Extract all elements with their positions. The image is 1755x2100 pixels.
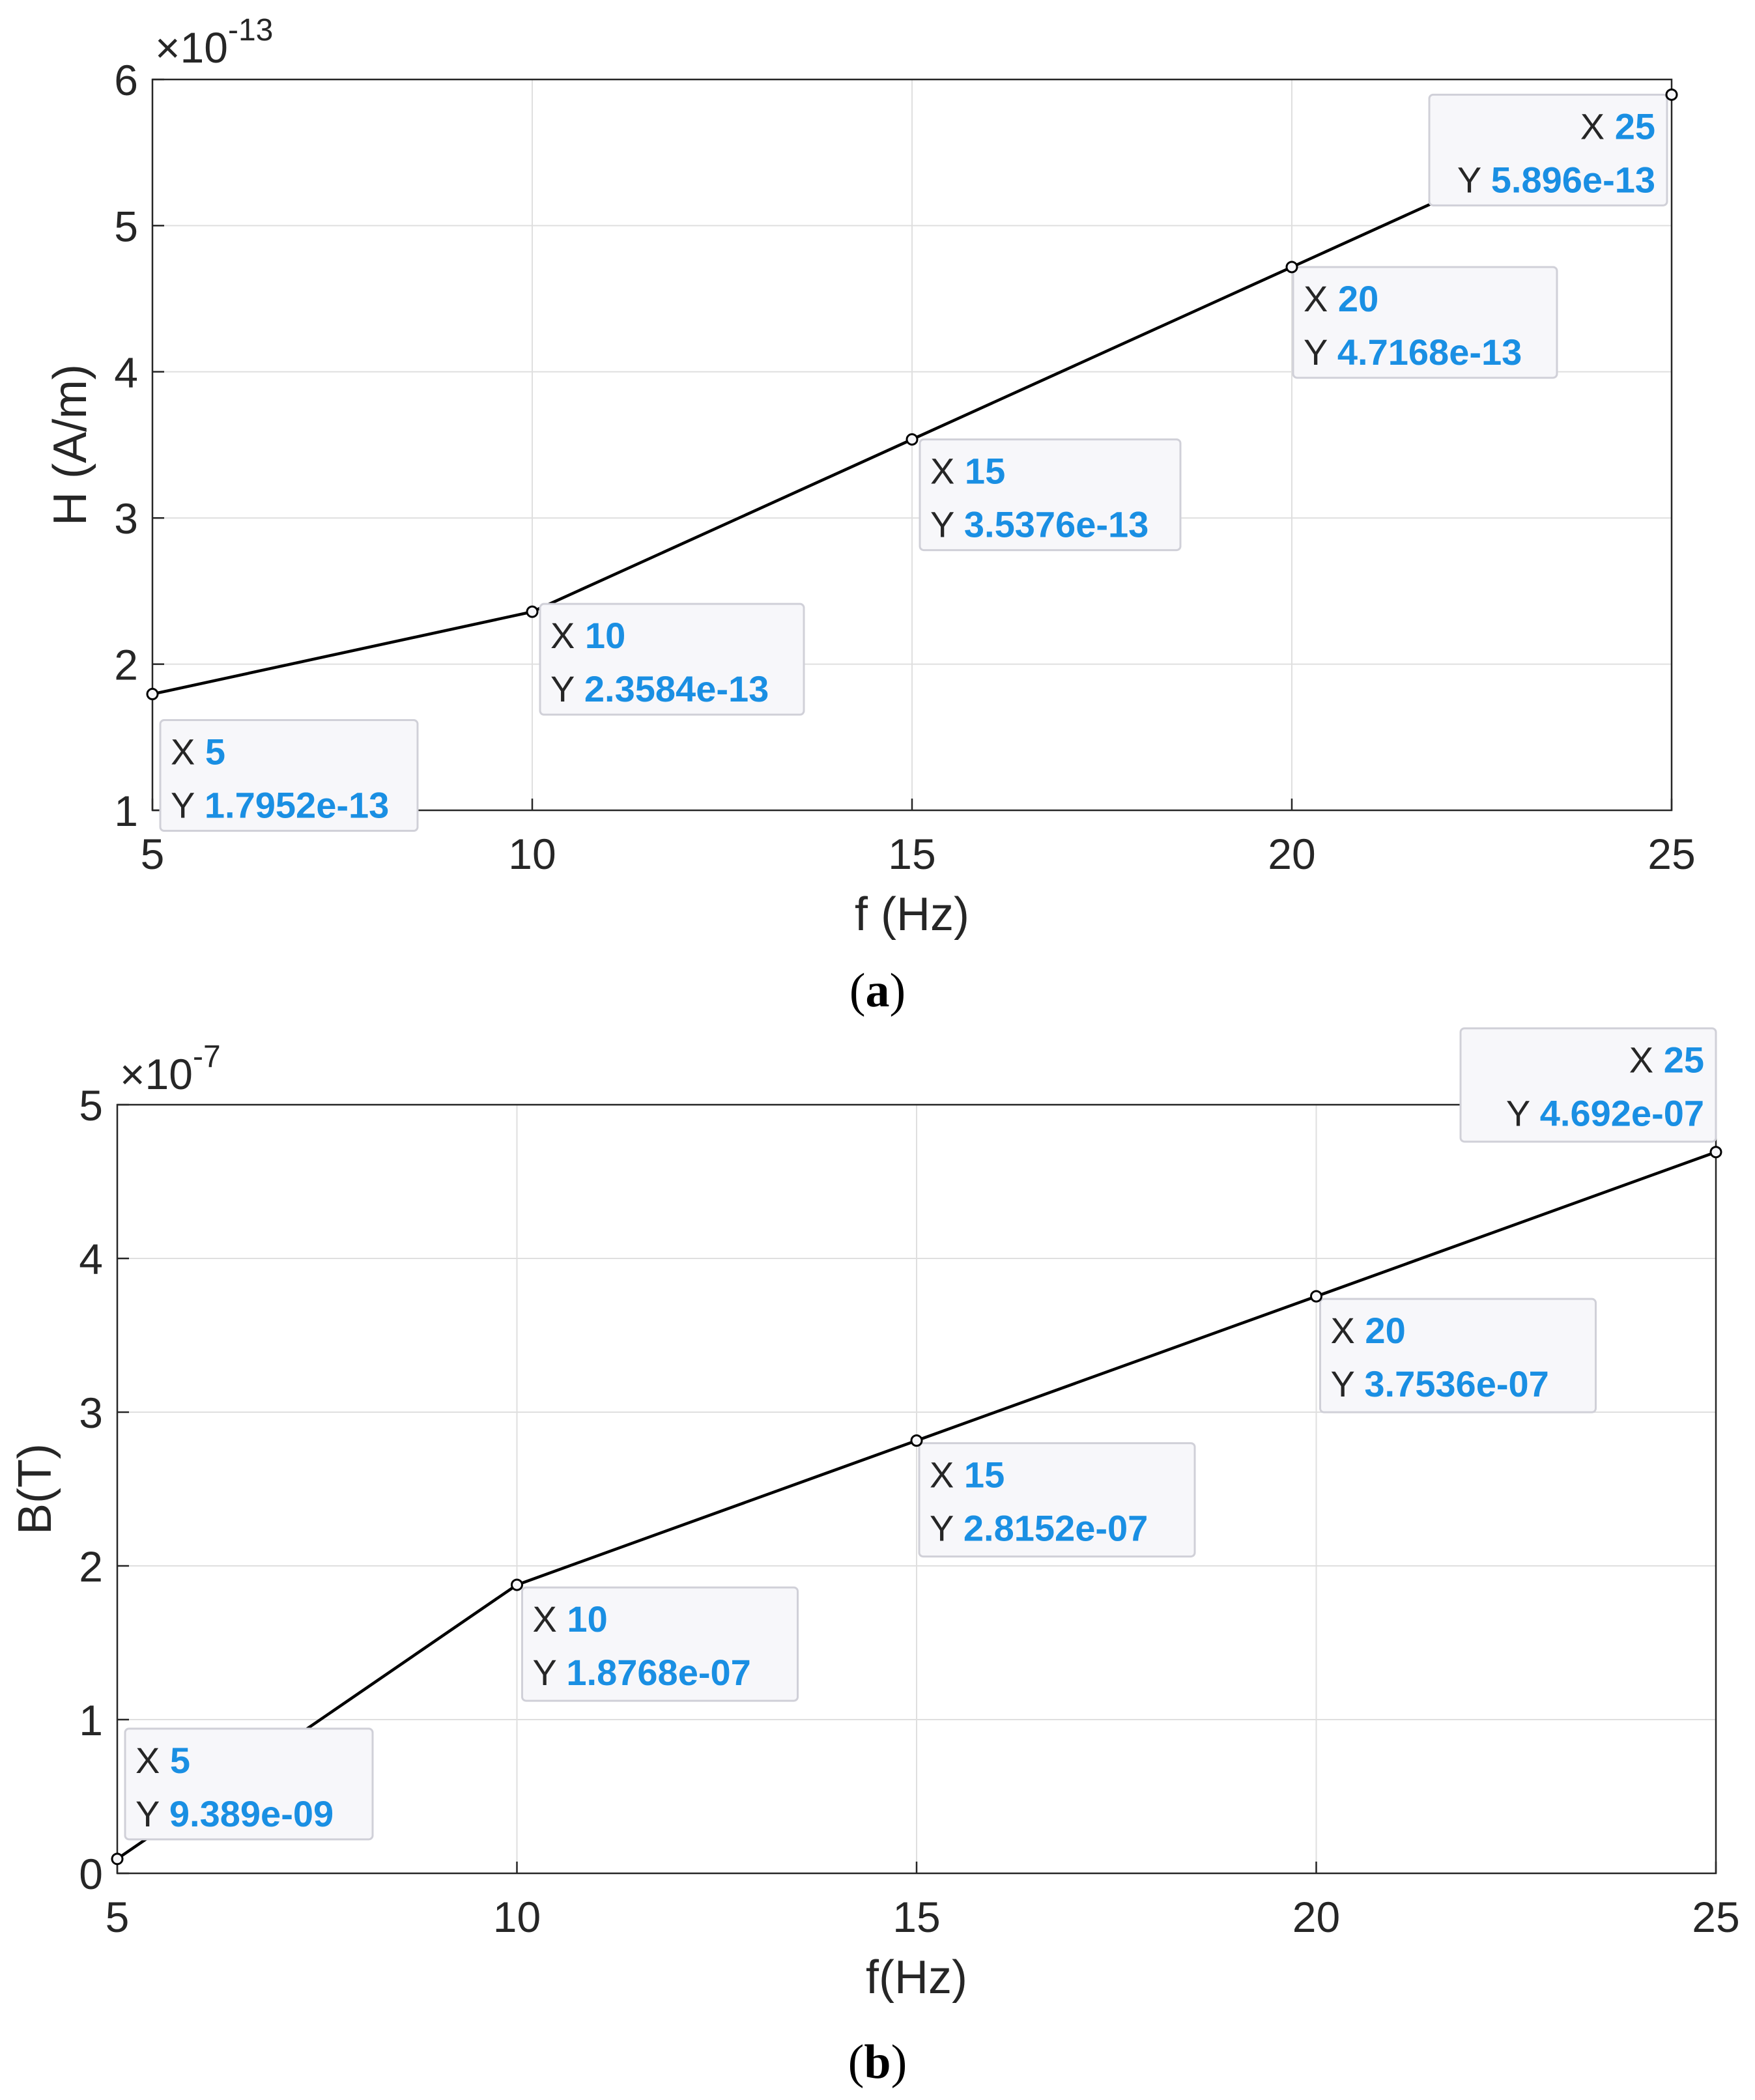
chart-a-datatip-x: X 25: [1580, 106, 1655, 147]
chart-b-datatip-box: [124, 1727, 374, 1841]
chart-a-datatip-box: [1292, 266, 1558, 379]
chart-a-y-tick-label: 2: [114, 641, 138, 689]
chart-b-datatip[interactable]: X 5 Y 9.389e-09: [124, 1727, 374, 1841]
chart-b-datatip-y: Y 9.389e-09: [136, 1793, 334, 1834]
chart-b-datatip-x: X 5: [136, 1740, 190, 1781]
chart-a-caption: (a): [849, 964, 906, 1017]
chart-b-y-tick-label: 2: [79, 1542, 103, 1591]
chart-a-datatip-x: X 5: [171, 731, 225, 773]
chart-b-datatip-box: [1319, 1298, 1597, 1413]
chart-a-datatip[interactable]: X 20 Y 4.7168e-13: [1292, 266, 1558, 379]
chart-a-datatip-box: [1428, 93, 1668, 206]
chart-a-exponent-label: ×10-13: [155, 13, 273, 72]
chart-a-datatip-x: X 20: [1304, 278, 1378, 319]
chart-b-datatip-y: Y 1.8768e-07: [533, 1652, 751, 1693]
chart-b-data-point[interactable]: [111, 1852, 124, 1866]
chart-b-datatip-x: X 25: [1629, 1040, 1704, 1081]
chart-b-data-point[interactable]: [1310, 1290, 1322, 1303]
chart-a-data-point[interactable]: [1285, 261, 1298, 274]
chart-a-datatip-box: [159, 719, 419, 832]
chart-b-data-point[interactable]: [511, 1578, 523, 1591]
chart-b-y-tick-label: 1: [79, 1696, 103, 1744]
chart-b-datatip[interactable]: X 25 Y 4.692e-07: [1459, 1027, 1717, 1143]
chart-b-datatip-y: Y 3.7536e-07: [1331, 1363, 1549, 1404]
chart-a-datatip-y: Y 3.5376e-13: [930, 504, 1149, 545]
chart-a-x-tick-label: 10: [508, 830, 556, 878]
chart-a-y-tick-label: 5: [114, 202, 138, 250]
chart-b-x-tick-label: 15: [892, 1893, 940, 1941]
chart-a-data-point[interactable]: [1665, 88, 1678, 101]
chart-a-y-axis-label: H (A/m): [44, 364, 96, 526]
chart-b-y-tick-label: 5: [79, 1081, 103, 1129]
chart-b-datatip-y: Y 2.8152e-07: [930, 1508, 1148, 1549]
chart-a-y-tick-label: 3: [114, 494, 138, 543]
chart-a-datatip-y: Y 4.7168e-13: [1304, 332, 1522, 373]
chart-b-data-point[interactable]: [910, 1434, 923, 1447]
chart-a-datatip-box: [539, 603, 805, 716]
chart-a-datatip-y: Y 1.7952e-13: [171, 785, 389, 826]
chart-a-y-tick-label: 6: [114, 56, 138, 104]
chart-a-datatip-y: Y 5.896e-13: [1457, 159, 1655, 200]
chart-b-x-tick-label: 25: [1692, 1893, 1739, 1941]
chart-a-datatip[interactable]: X 5 Y 1.7952e-13: [159, 719, 419, 832]
chart-a-datatip[interactable]: X 25 Y 5.896e-13: [1428, 93, 1668, 206]
chart-a-data-point[interactable]: [526, 605, 539, 618]
chart-b-x-tick-label: 10: [493, 1893, 541, 1941]
chart-a-y-tick-label: 4: [114, 348, 138, 397]
chart-b-datatip-box: [918, 1442, 1196, 1558]
chart-b-datatip-x: X 20: [1331, 1310, 1406, 1351]
chart-b: 5 10 15 20 25 0 1 2 3 4 5 ×10-7 f(Hz) B(T) X 5 Y 9.389e…: [9, 1027, 1740, 2089]
chart-a-x-tick-label: 5: [141, 830, 165, 878]
chart-b-datatip-x: X 10: [533, 1598, 608, 1639]
chart-a-datatip-x: X 15: [930, 451, 1005, 492]
chart-a-x-tick-label: 15: [888, 830, 935, 878]
chart-a-data-point[interactable]: [906, 433, 919, 446]
chart-b-x-axis-label: f(Hz): [866, 1951, 967, 2004]
chart-b-datatip[interactable]: X 15 Y 2.8152e-07: [918, 1442, 1196, 1558]
chart-a-x-tick-label: 25: [1648, 830, 1695, 878]
chart-b-x-tick-label: 20: [1292, 1893, 1340, 1941]
chart-b-x-tick-label: 5: [106, 1893, 130, 1941]
chart-b-exponent-label: ×10-7: [120, 1040, 221, 1098]
chart-b-datatip[interactable]: X 20 Y 3.7536e-07: [1319, 1298, 1597, 1413]
chart-a-datatip-box: [919, 438, 1182, 552]
chart-b-datatip-box: [521, 1586, 799, 1702]
chart-b-data-point[interactable]: [1709, 1146, 1722, 1159]
chart-a-datatip[interactable]: X 10 Y 2.3584e-13: [539, 603, 805, 716]
chart-a-x-tick-label: 20: [1268, 830, 1315, 878]
chart-b-y-tick-label: 3: [79, 1389, 103, 1437]
chart-b-y-axis-label: B(T): [9, 1443, 61, 1535]
chart-b-datatip[interactable]: X 10 Y 1.8768e-07: [521, 1586, 799, 1702]
chart-a-x-axis-label: f (Hz): [855, 888, 969, 941]
chart-a-datatip-x: X 10: [550, 615, 625, 656]
chart-a-y-tick-label: 1: [114, 787, 138, 835]
chart-b-y-tick-label: 0: [79, 1850, 103, 1898]
chart-b-datatip-x: X 15: [930, 1454, 1005, 1496]
chart-a-data-point[interactable]: [146, 688, 159, 701]
chart-a: 5 10 15 20 25 1 2 3 4 5 6 ×10-13 f (Hz) H (A/m) X 5 Y 1…: [44, 13, 1696, 1017]
chart-a-datatip-y: Y 2.3584e-13: [550, 668, 769, 709]
chart-b-datatip-box: [1459, 1027, 1717, 1143]
chart-b-caption: (b): [848, 2036, 907, 2089]
chart-a-datatip[interactable]: X 15 Y 3.5376e-13: [919, 438, 1182, 552]
chart-b-datatip-y: Y 4.692e-07: [1506, 1093, 1704, 1134]
chart-b-y-tick-label: 4: [79, 1235, 103, 1283]
